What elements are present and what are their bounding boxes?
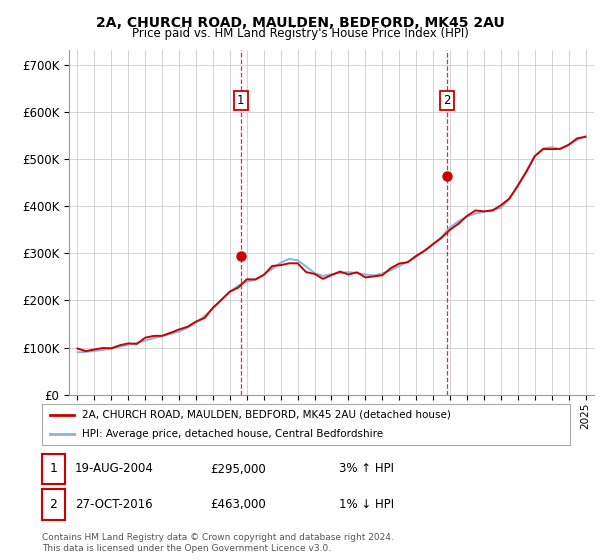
Text: 2A, CHURCH ROAD, MAULDEN, BEDFORD, MK45 2AU (detached house): 2A, CHURCH ROAD, MAULDEN, BEDFORD, MK45 … <box>82 409 451 419</box>
Text: Contains HM Land Registry data © Crown copyright and database right 2024.
This d: Contains HM Land Registry data © Crown c… <box>42 533 394 553</box>
Text: 2A, CHURCH ROAD, MAULDEN, BEDFORD, MK45 2AU: 2A, CHURCH ROAD, MAULDEN, BEDFORD, MK45 … <box>95 16 505 30</box>
Text: HPI: Average price, detached house, Central Bedfordshire: HPI: Average price, detached house, Cent… <box>82 429 383 438</box>
Text: 19-AUG-2004: 19-AUG-2004 <box>75 463 154 475</box>
Text: £463,000: £463,000 <box>210 498 266 511</box>
Text: 2: 2 <box>443 94 451 107</box>
Text: 1% ↓ HPI: 1% ↓ HPI <box>339 498 394 511</box>
Text: 3% ↑ HPI: 3% ↑ HPI <box>339 463 394 475</box>
Text: 1: 1 <box>237 94 244 107</box>
Text: 2: 2 <box>49 498 58 511</box>
Text: Price paid vs. HM Land Registry's House Price Index (HPI): Price paid vs. HM Land Registry's House … <box>131 27 469 40</box>
Text: 27-OCT-2016: 27-OCT-2016 <box>75 498 152 511</box>
Text: £295,000: £295,000 <box>210 463 266 475</box>
Text: 1: 1 <box>49 463 58 475</box>
